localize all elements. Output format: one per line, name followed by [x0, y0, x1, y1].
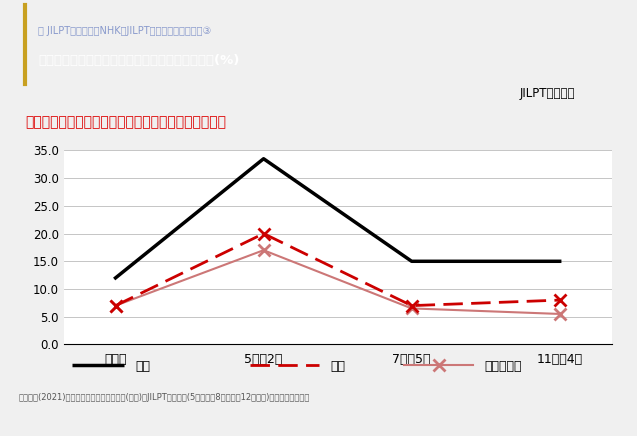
Text: 出典：厚(2021)「コロナ禍での女性雇用」(近刊)、JILPT連続調査(5月調査、8月調査、12月調査)より筆者が集計。: 出典：厚(2021)「コロナ禍での女性雇用」(近刊)、JILPT連続調査(5月調… — [19, 393, 310, 402]
Text: ３ JILPT連続調査とNHK・JILPT共同調査からの知見③: ３ JILPT連続調査とNHK・JILPT共同調査からの知見③ — [38, 26, 211, 36]
Text: 女性: 女性 — [330, 360, 345, 373]
Text: 子育て女性: 子育て女性 — [485, 360, 522, 373]
Text: JILPT連続調査: JILPT連続調査 — [520, 87, 576, 100]
Text: 図表６　週１日以上在宅勤務・テレワークの割合(%): 図表６ 週１日以上在宅勤務・テレワークの割合(%) — [38, 54, 240, 68]
Text: テレワークにおける男女格差と定着の難しさが露呈。: テレワークにおける男女格差と定着の難しさが露呈。 — [25, 116, 227, 129]
Text: 男性: 男性 — [135, 360, 150, 373]
